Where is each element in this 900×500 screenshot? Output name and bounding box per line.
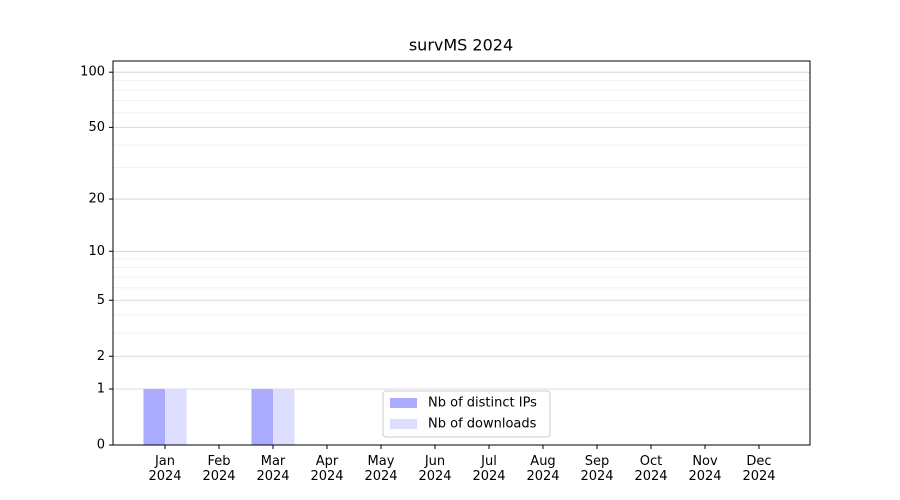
legend-box: [382, 390, 551, 438]
y-tick-label: 100: [80, 65, 105, 80]
legend-label: Nb of distinct IPs: [428, 396, 537, 411]
x-tick-label: Nov 2024: [688, 454, 722, 484]
chart-title: survMS 2024: [409, 36, 513, 55]
x-tick-label: Apr 2024: [310, 454, 344, 484]
bar: [143, 389, 165, 445]
legend-label: Nb of downloads: [428, 417, 537, 432]
y-tick-label: 50: [88, 120, 105, 135]
x-tick-label: Feb 2024: [202, 454, 236, 484]
legend-swatch: [390, 398, 417, 408]
x-tick-label: Jul 2024: [472, 454, 506, 484]
y-tick-label: 0: [97, 438, 105, 453]
x-tick-label: Sep 2024: [580, 454, 614, 484]
bar: [251, 389, 273, 445]
y-tick-label: 10: [88, 244, 105, 259]
x-tick-label: Jun 2024: [418, 454, 452, 484]
y-tick-label: 5: [97, 293, 105, 308]
y-tick-label: 20: [88, 192, 105, 207]
bar: [165, 389, 187, 445]
plot-frame: [112, 60, 811, 446]
x-tick-label: Oct 2024: [634, 454, 668, 484]
x-tick-label: May 2024: [364, 454, 398, 484]
x-tick-label: Mar 2024: [256, 454, 290, 484]
x-tick-label: Dec 2024: [742, 454, 776, 484]
x-tick-label: Jan 2024: [148, 454, 182, 484]
x-tick-label: Aug 2024: [526, 454, 560, 484]
y-tick-label: 1: [97, 382, 105, 397]
legend-swatch: [390, 419, 417, 429]
legend: Nb of distinct IPs Nb of downloads: [382, 390, 551, 438]
y-tick-label: 2: [97, 349, 105, 364]
bar: [273, 389, 295, 445]
